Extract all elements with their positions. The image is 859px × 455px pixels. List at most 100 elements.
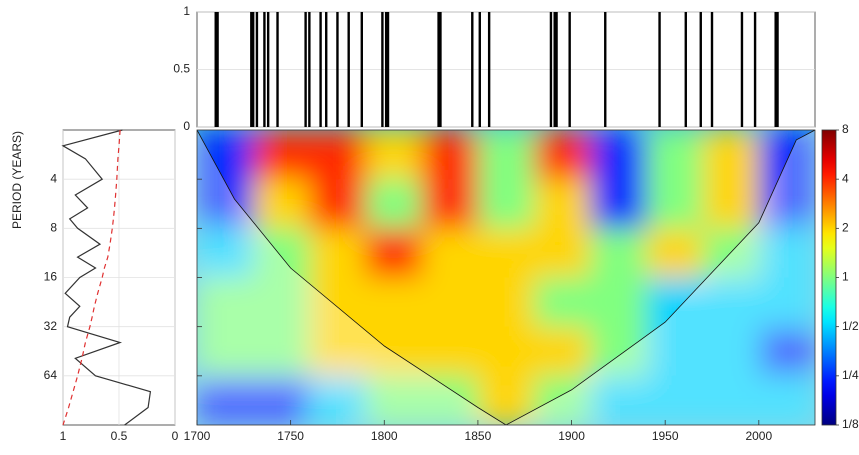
heatmap-cell: [534, 228, 591, 278]
heatmap-cell: [421, 375, 479, 425]
x-tick-label: 1: [60, 429, 67, 443]
heatmap-cell: [758, 130, 815, 180]
heatmap-cell: [365, 179, 423, 229]
heatmap-cell: [758, 326, 815, 377]
x-tick-label: 0: [172, 429, 179, 443]
heatmap-cell: [309, 228, 367, 278]
heatmap-cell: [477, 228, 535, 278]
y-axis-label: PERIOD (YEARS): [10, 131, 24, 229]
heatmap-cell: [534, 326, 591, 377]
heatmap-cell: [365, 326, 423, 377]
heatmap-cell: [309, 179, 367, 229]
heatmap-cell: [590, 277, 647, 328]
heatmap-cell: [197, 326, 254, 377]
colorbar-tick-label: 1/2: [842, 319, 859, 333]
heatmap-cell: [646, 277, 704, 328]
heatmap-cell: [534, 179, 591, 229]
heatmap-cell: [253, 228, 310, 278]
heatmap-cell: [646, 375, 704, 425]
heatmap-cell: [758, 277, 815, 328]
heatmap-cell: [309, 277, 367, 328]
x-tick-label: 1700: [184, 429, 211, 443]
x-tick-label: 1950: [652, 429, 679, 443]
heatmap-cell: [309, 130, 367, 180]
heatmap-cell: [421, 228, 479, 278]
x-tick-label: 1750: [277, 429, 304, 443]
heatmap-cell: [421, 130, 479, 180]
heatmap-cell: [309, 326, 367, 377]
heatmap-cell: [590, 179, 647, 229]
heatmap-cell: [477, 130, 535, 180]
heatmap-cell: [365, 375, 423, 425]
heatmap-cell: [590, 326, 647, 377]
heatmap-cell: [702, 277, 760, 328]
heatmap-cell: [365, 130, 423, 180]
y-tick-label: 64: [44, 368, 58, 382]
colorbar-tick-label: 1/4: [842, 368, 859, 382]
heatmap-cell: [421, 326, 479, 377]
heatmap-cell: [477, 375, 535, 425]
heatmap-cell: [477, 277, 535, 328]
spectrum-line: [62, 129, 121, 426]
colorbar-tick-label: 4: [842, 171, 849, 185]
colorbar-tick-label: 8: [842, 122, 849, 136]
heatmap-cell: [253, 179, 310, 229]
x-tick-label: 0.5: [111, 429, 128, 443]
y-tick-label: 0: [183, 119, 190, 133]
heatmap-cell: [365, 277, 423, 328]
x-tick-label: 1850: [465, 429, 492, 443]
spectrum-line: [61, 129, 152, 426]
x-tick-label: 1900: [558, 429, 585, 443]
heatmap-cell: [197, 228, 254, 278]
heatmap-cells: [197, 130, 815, 425]
colorbar-tick-label: 1/8: [842, 417, 859, 431]
cone-of-influence-shade: [197, 130, 815, 425]
heatmap-cell: [197, 179, 254, 229]
heatmap-cell: [590, 375, 647, 425]
heatmap-cell: [702, 179, 760, 229]
y-tick-label: 4: [50, 171, 57, 185]
heatmap-cell: [421, 277, 479, 328]
heatmap-cell: [646, 326, 704, 377]
heatmap-cell: [197, 277, 254, 328]
heatmap-cell: [702, 130, 760, 180]
colorbar: [821, 129, 837, 426]
heatmap-cell: [590, 228, 647, 278]
heatmap-cell: [534, 130, 591, 180]
heatmap-cell: [421, 179, 479, 229]
y-tick-label: 8: [50, 221, 57, 235]
heatmap-cell: [197, 375, 254, 425]
heatmap-cell: [758, 375, 815, 425]
heatmap-cell: [477, 326, 535, 377]
y-tick-label: 0.5: [173, 62, 190, 76]
x-tick-label: 1800: [371, 429, 398, 443]
heatmap: [197, 130, 815, 425]
heatmap-cell: [309, 375, 367, 425]
x-tick-label: 2000: [745, 429, 772, 443]
colorbar-tick-label: 1: [842, 270, 849, 284]
heatmap-cell: [646, 130, 704, 180]
heatmap-cell: [758, 228, 815, 278]
heatmap-cell: [253, 277, 310, 328]
heatmap-cell: [365, 228, 423, 278]
heatmap-cell: [758, 179, 815, 229]
heatmap-cell: [702, 375, 760, 425]
heatmap-cell: [253, 326, 310, 377]
heatmap-cell: [253, 375, 310, 425]
cone-of-influence: [197, 130, 815, 425]
heatmap-cell: [646, 179, 704, 229]
heatmap-cell: [197, 130, 254, 180]
y-tick-label: 32: [44, 319, 58, 333]
heatmap-cell: [590, 130, 647, 180]
colorbar-tick-label: 2: [842, 221, 849, 235]
heatmap-cell: [646, 228, 704, 278]
heatmap-cell: [534, 375, 591, 425]
y-tick-label: 16: [44, 270, 58, 284]
heatmap-cell: [477, 179, 535, 229]
heatmap-cell: [702, 326, 760, 377]
y-tick-label: 1: [183, 4, 190, 18]
heatmap-cell: [534, 277, 591, 328]
heatmap-cell: [253, 130, 310, 180]
heatmap-cell: [702, 228, 760, 278]
